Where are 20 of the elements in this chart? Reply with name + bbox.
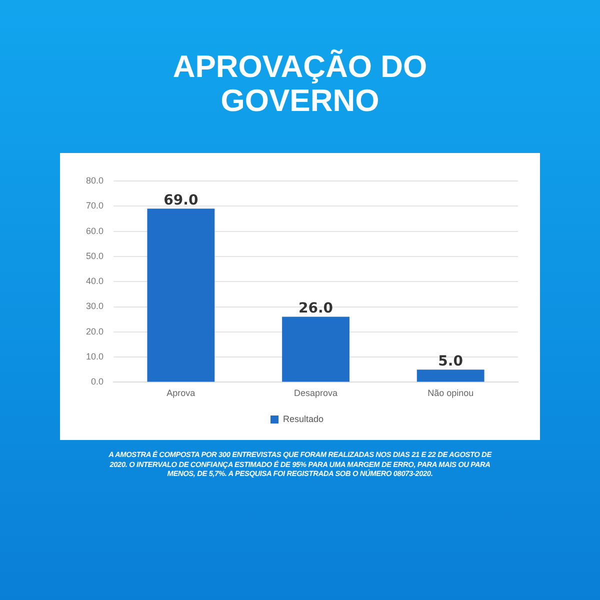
bar — [147, 208, 215, 382]
y-tick-label: 80.0 — [86, 175, 104, 186]
y-tick-label: 50.0 — [86, 250, 104, 261]
data-label: 5.0 — [438, 353, 464, 370]
bar — [416, 370, 484, 382]
x-tick-label: Não opinou — [428, 388, 474, 398]
y-tick-label: 40.0 — [86, 276, 104, 286]
chart-title: APROVAÇÃO DO GOVERNO — [172, 49, 428, 118]
x-tick-label: Desaprova — [294, 388, 338, 398]
y-tick-label: 30.0 — [86, 301, 104, 312]
legend-label: Resultado — [282, 414, 324, 424]
y-tick-label: 60.0 — [86, 226, 104, 236]
y-tick-label: 70.0 — [86, 200, 104, 211]
x-tick-label: Aprova — [166, 388, 196, 398]
bar — [282, 316, 350, 382]
data-label: 26.0 — [298, 300, 334, 316]
y-tick-label: 20.0 — [86, 326, 104, 336]
y-tick-label: 0.0 — [91, 376, 104, 387]
data-label: 69.0 — [164, 192, 198, 208]
y-tick-label: 10.0 — [86, 352, 104, 362]
